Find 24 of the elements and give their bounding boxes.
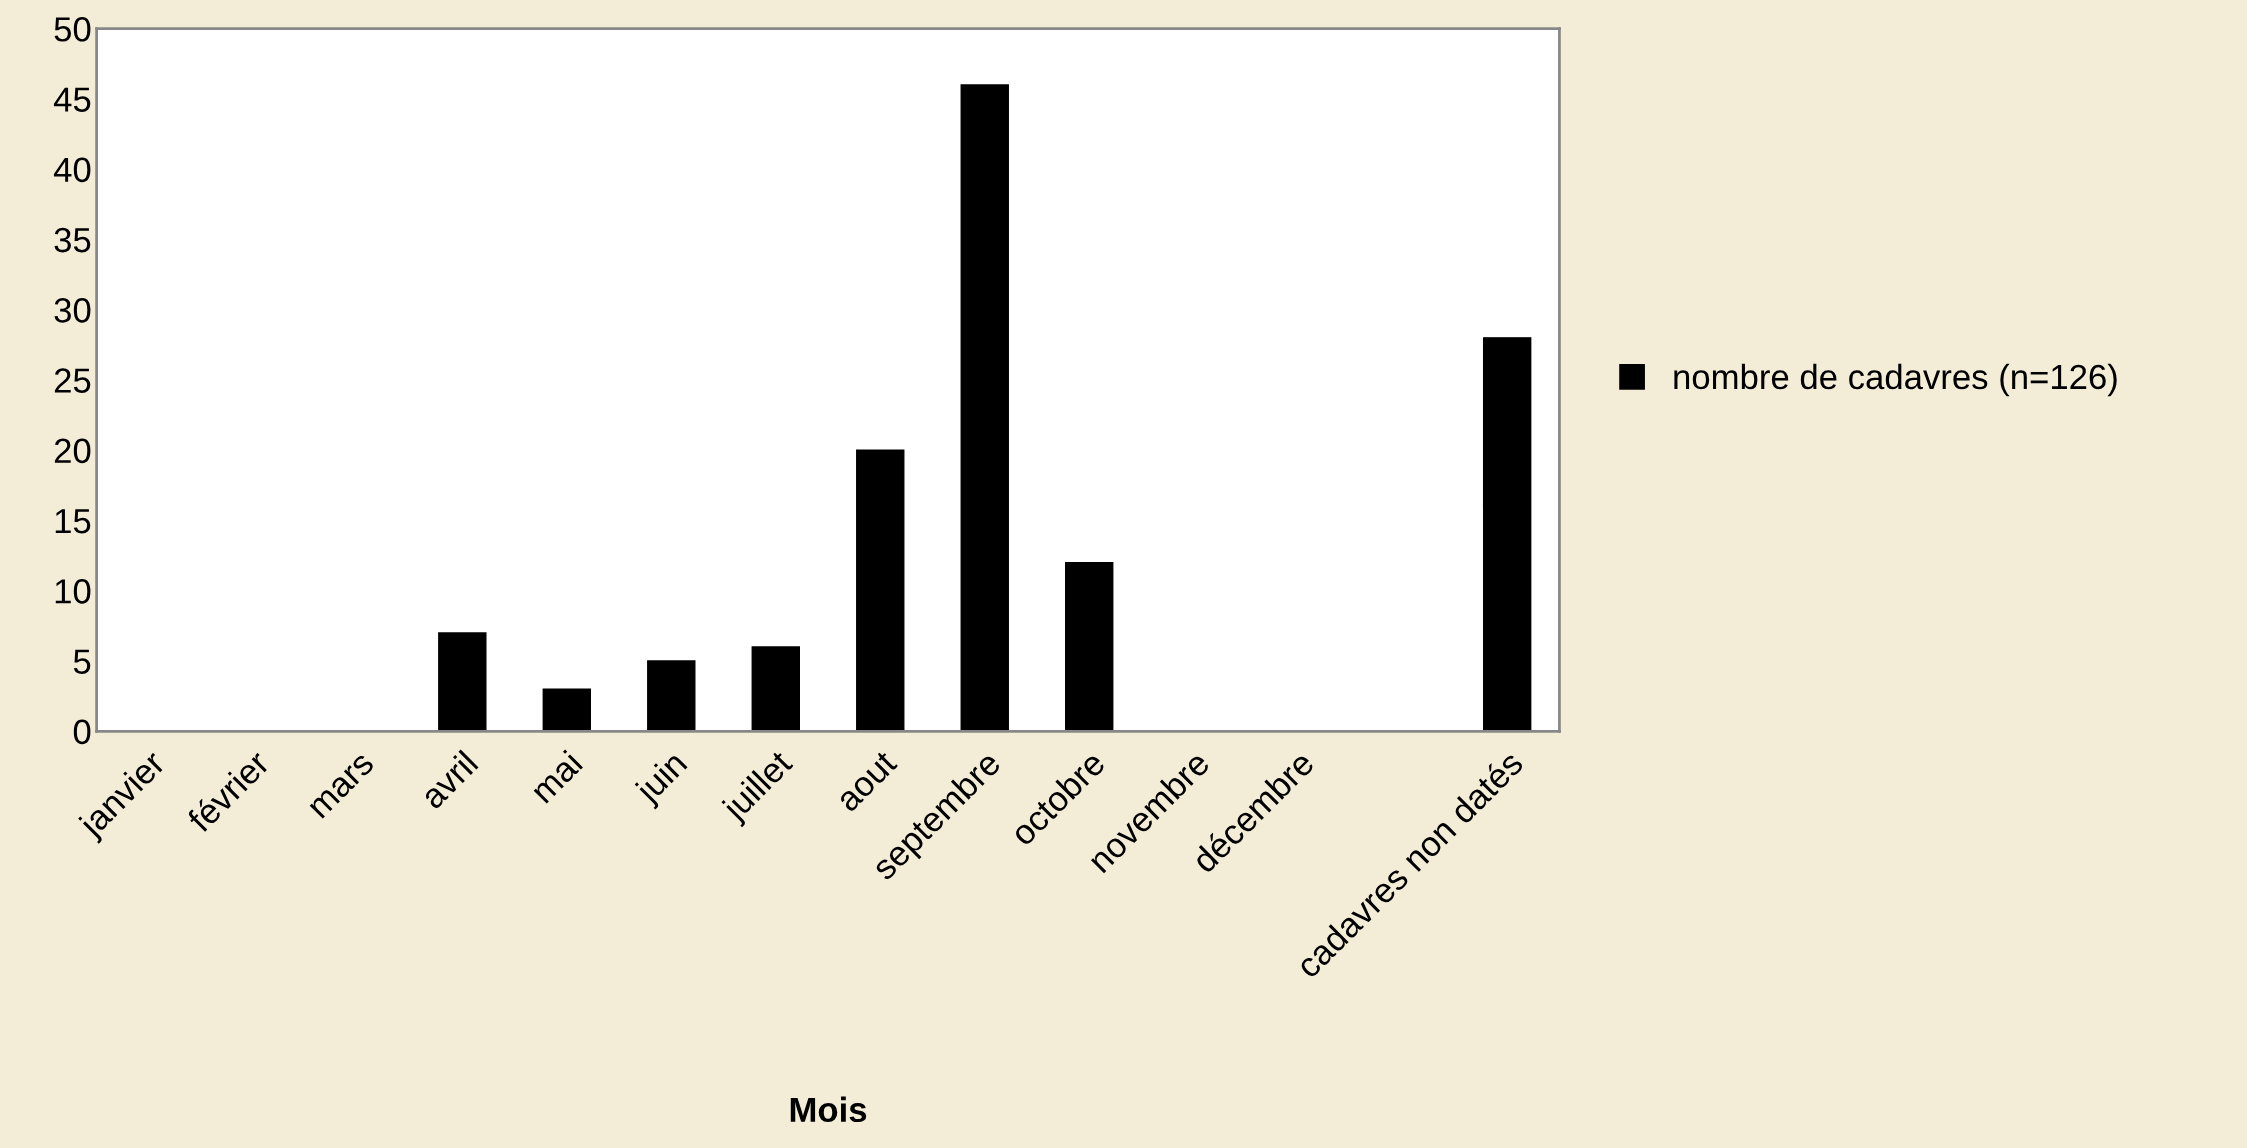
bar	[1065, 561, 1114, 732]
y-tick-label: 0	[73, 719, 91, 745]
legend-label: nombre de cadavres (n=126)	[1674, 363, 2117, 397]
y-tick-label: 10	[55, 579, 91, 604]
y-tick-label: 5	[73, 649, 91, 674]
bar	[542, 688, 592, 732]
bar	[856, 449, 905, 732]
bar	[647, 660, 696, 732]
y-tick-label: 35	[54, 227, 91, 253]
y-tick-label: 45	[53, 87, 91, 112]
y-tick-label: 20	[54, 438, 91, 464]
bar	[438, 632, 487, 732]
y-tick-label: 25	[54, 368, 91, 393]
x-tick-label: avril	[418, 749, 479, 810]
x-tick-label: mai	[528, 749, 584, 804]
bar	[751, 646, 800, 732]
bar	[1482, 337, 1532, 732]
y-tick-label: 50	[54, 17, 91, 42]
x-tick-label: juin	[632, 749, 693, 810]
x-axis-title: Mois	[790, 1096, 867, 1123]
y-tick-label: 30	[54, 298, 91, 323]
y-tick-label: 40	[53, 157, 91, 183]
y-tick-label: 15	[55, 509, 91, 534]
bar	[960, 84, 1009, 732]
